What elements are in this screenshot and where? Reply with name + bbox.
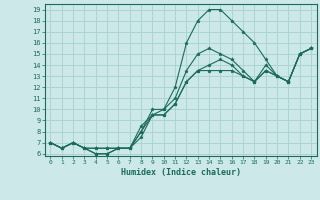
X-axis label: Humidex (Indice chaleur): Humidex (Indice chaleur) — [121, 168, 241, 177]
